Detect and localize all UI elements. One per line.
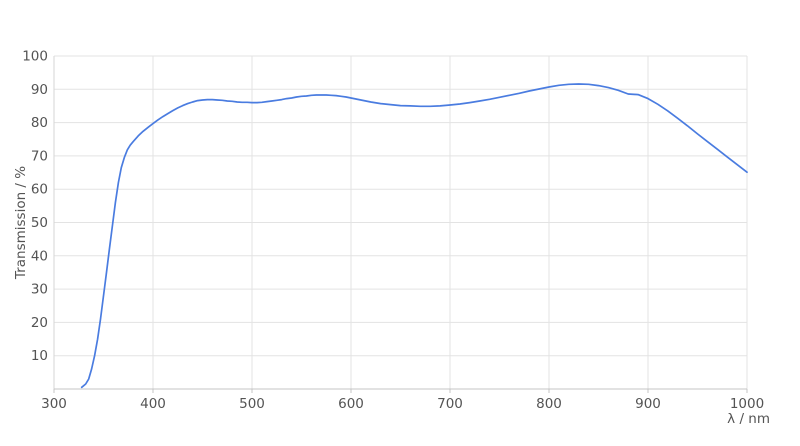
y-tick-label: 70 bbox=[31, 148, 48, 164]
x-tick-label: 600 bbox=[338, 396, 364, 412]
y-tick-label: 90 bbox=[31, 82, 48, 98]
y-tick-label: 30 bbox=[31, 282, 48, 298]
y-axis-title: Transmission / % bbox=[13, 166, 29, 280]
transmission-curve bbox=[80, 83, 748, 389]
y-tick-label: 100 bbox=[22, 49, 48, 65]
x-tick-label: 700 bbox=[437, 396, 463, 412]
y-tick-label: 50 bbox=[31, 215, 48, 231]
x-tick-label: 900 bbox=[635, 396, 661, 412]
y-tick-label: 20 bbox=[31, 315, 48, 331]
x-axis-title: λ / nm bbox=[727, 411, 770, 427]
x-tick-label: 500 bbox=[239, 396, 265, 412]
y-tick-label: 10 bbox=[31, 348, 48, 364]
axis-lines bbox=[53, 56, 747, 390]
x-axis-ticks bbox=[53, 389, 748, 393]
y-tick-label: 40 bbox=[31, 248, 48, 264]
x-tick-label: 300 bbox=[41, 396, 67, 412]
x-tick-label: 1000 bbox=[730, 396, 764, 412]
x-tick-label: 400 bbox=[140, 396, 166, 412]
y-tick-labels: 10 20 30 40 50 60 70 80 90 100 bbox=[22, 49, 48, 365]
y-tick-label: 80 bbox=[31, 115, 48, 131]
x-tick-labels: 300 400 500 600 700 800 900 1000 bbox=[41, 396, 764, 412]
gridlines bbox=[54, 55, 748, 389]
y-tick-label: 60 bbox=[31, 182, 48, 198]
x-tick-label: 800 bbox=[536, 396, 562, 412]
